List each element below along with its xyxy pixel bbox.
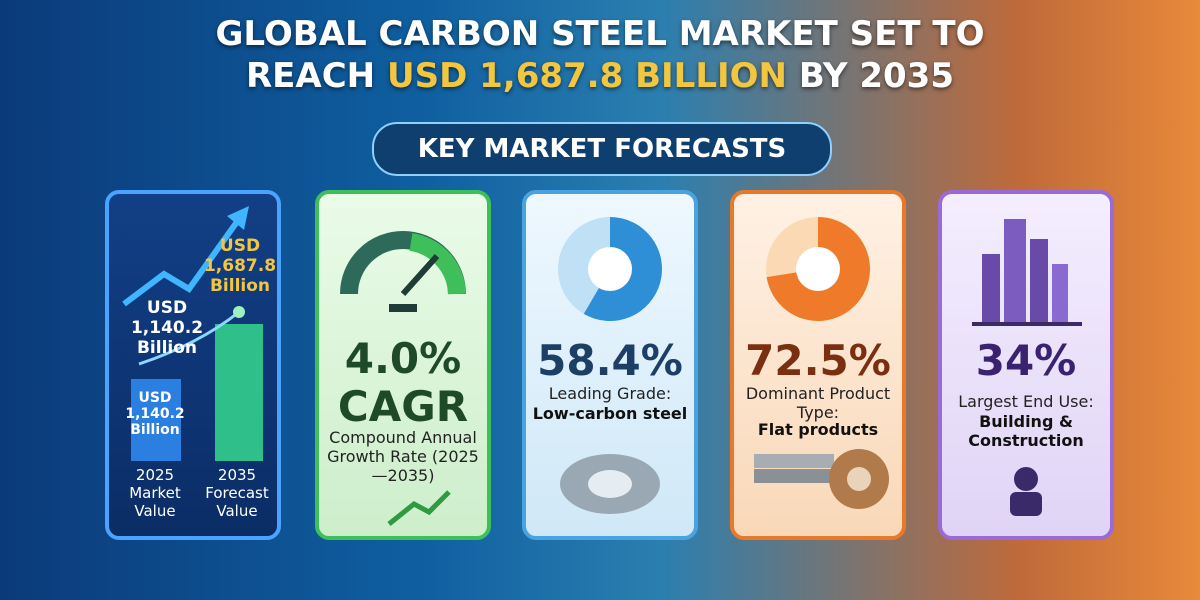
title-text: BY 2035 [798, 56, 954, 96]
caption: Compound Annual Growth Rate (2025—2035) [327, 428, 479, 485]
pie-hole [588, 247, 632, 291]
bar-label: USD 1,140.2 Billion [125, 390, 185, 438]
share-value: 58.4% [537, 336, 683, 385]
card-end-use: 34% Largest End Use: Building & Construc… [938, 190, 1114, 540]
detail: Low-carbon steel [532, 404, 688, 423]
title-text: REACH [246, 56, 376, 96]
share-value: 34% [975, 336, 1077, 385]
caption: Largest End Use: [958, 392, 1094, 411]
subtitle: KEY MARKET FORECASTS [372, 122, 832, 176]
current-label: USD 1,140.2 Billion [130, 298, 204, 358]
detail: Flat products [757, 420, 879, 439]
card-cagr: 4.0% CAGR Compound Annual Growth Rate (2… [315, 190, 491, 540]
detail: Building & Construction [968, 412, 1084, 450]
year-label: 2035 Forecast Value [205, 466, 269, 520]
pie-hole [796, 247, 840, 291]
cagr-unit: CAGR [337, 382, 469, 431]
pie-icon [754, 217, 889, 509]
caption: Leading Grade: [548, 384, 672, 403]
cagr-value: 4.0% [344, 334, 462, 383]
title: GLOBAL CARBON STEEL MARKET SET TO [215, 14, 985, 54]
share-value: 72.5% [745, 336, 891, 385]
growth-illustration [122, 206, 263, 461]
title-highlight: USD 1,687.8 BILLION [386, 56, 787, 96]
year-label: 2025 Market Value [129, 466, 181, 520]
card-market-value: USD 1,687.8 Billion USD 1,140.2 Billion … [105, 190, 281, 540]
caption: Dominant Product Type: [745, 384, 891, 422]
title: REACH USD 1,687.8 BILLION BY 2035 [0, 56, 1200, 96]
card-grade: 58.4% Leading Grade: Low-carbon steel [522, 190, 698, 540]
city-icon [972, 219, 1082, 516]
card-product: 72.5% Dominant Product Type: Flat produc… [730, 190, 906, 540]
gauge-icon [340, 231, 466, 526]
pie-icon [558, 217, 662, 514]
forecast-label: USD 1,687.8 Billion [203, 236, 277, 296]
